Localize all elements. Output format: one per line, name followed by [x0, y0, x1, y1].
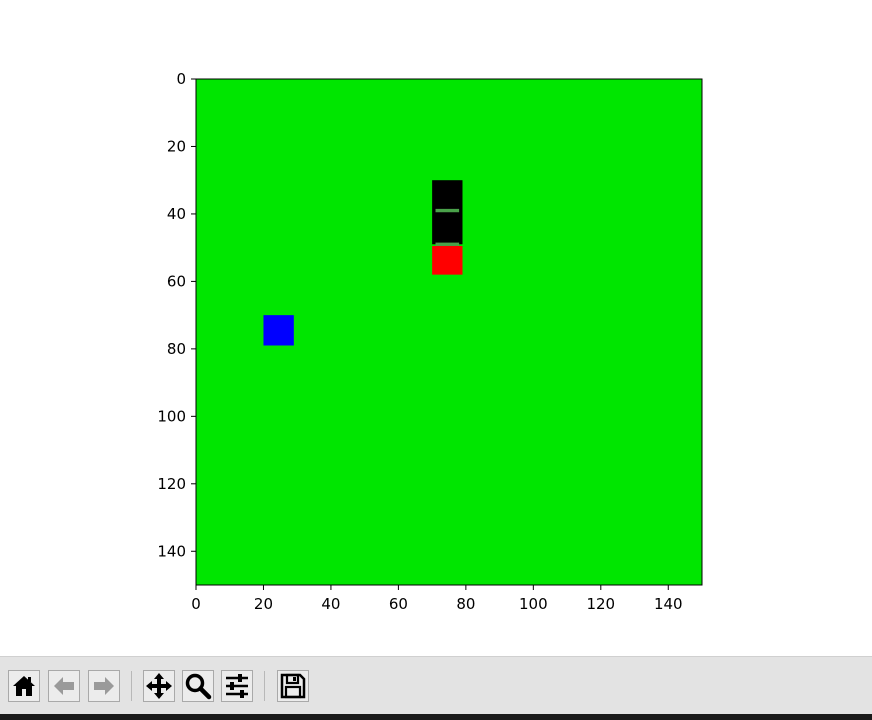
snake-segment-marker [435, 208, 460, 213]
window-bottom-edge [0, 714, 872, 720]
move-icon [146, 673, 172, 699]
magnifier-icon [185, 673, 212, 700]
floppy-disk-icon [280, 673, 306, 699]
y-tick-label: 100 [157, 407, 186, 425]
x-tick-label: 40 [321, 595, 340, 613]
y-tick-label: 40 [167, 205, 186, 223]
y-tick-label: 60 [167, 272, 186, 290]
configure-subplots-button[interactable] [221, 670, 253, 702]
x-tick-label: 0 [191, 595, 201, 613]
y-tick-label: 0 [176, 70, 186, 88]
toolbar-separator [264, 671, 265, 701]
figure-canvas: 0 20 40 60 80 100 120 140 0 20 40 60 80 100 120 140 [157, 70, 703, 613]
axes-frame [195, 78, 703, 586]
toolbar-separator [131, 671, 132, 701]
pan-button[interactable] [143, 670, 175, 702]
y-tick-label: 120 [157, 475, 186, 493]
arrow-right-icon [94, 677, 114, 695]
x-tick-label: 140 [654, 595, 683, 613]
axes-layer: 0 20 40 60 80 100 120 140 0 20 40 60 80 100 120 140 [157, 70, 703, 613]
arrow-left-icon [54, 677, 74, 695]
back-button[interactable] [48, 670, 80, 702]
plot-area: 0 20 40 60 80 100 120 140 0 20 40 60 80 100 120 140 [157, 70, 703, 613]
snake-head [432, 245, 463, 275]
y-tick-label: 140 [157, 542, 186, 560]
x-tick-label: 120 [586, 595, 615, 613]
x-tick-label: 80 [456, 595, 475, 613]
x-tick-label: 20 [254, 595, 273, 613]
save-button[interactable] [277, 670, 309, 702]
zoom-button[interactable] [182, 670, 214, 702]
home-icon [13, 676, 35, 696]
forward-button[interactable] [88, 670, 120, 702]
x-tick-label: 60 [389, 595, 408, 613]
snake-segment-marker [435, 242, 460, 246]
game-board-layer [196, 79, 702, 585]
food-item [263, 315, 294, 346]
y-tick-label: 20 [167, 137, 186, 155]
y-tick-label: 80 [167, 340, 186, 358]
x-tick-label: 100 [519, 595, 548, 613]
navigation-toolbar [0, 656, 872, 714]
sliders-icon [226, 674, 248, 698]
home-button[interactable] [8, 670, 40, 702]
